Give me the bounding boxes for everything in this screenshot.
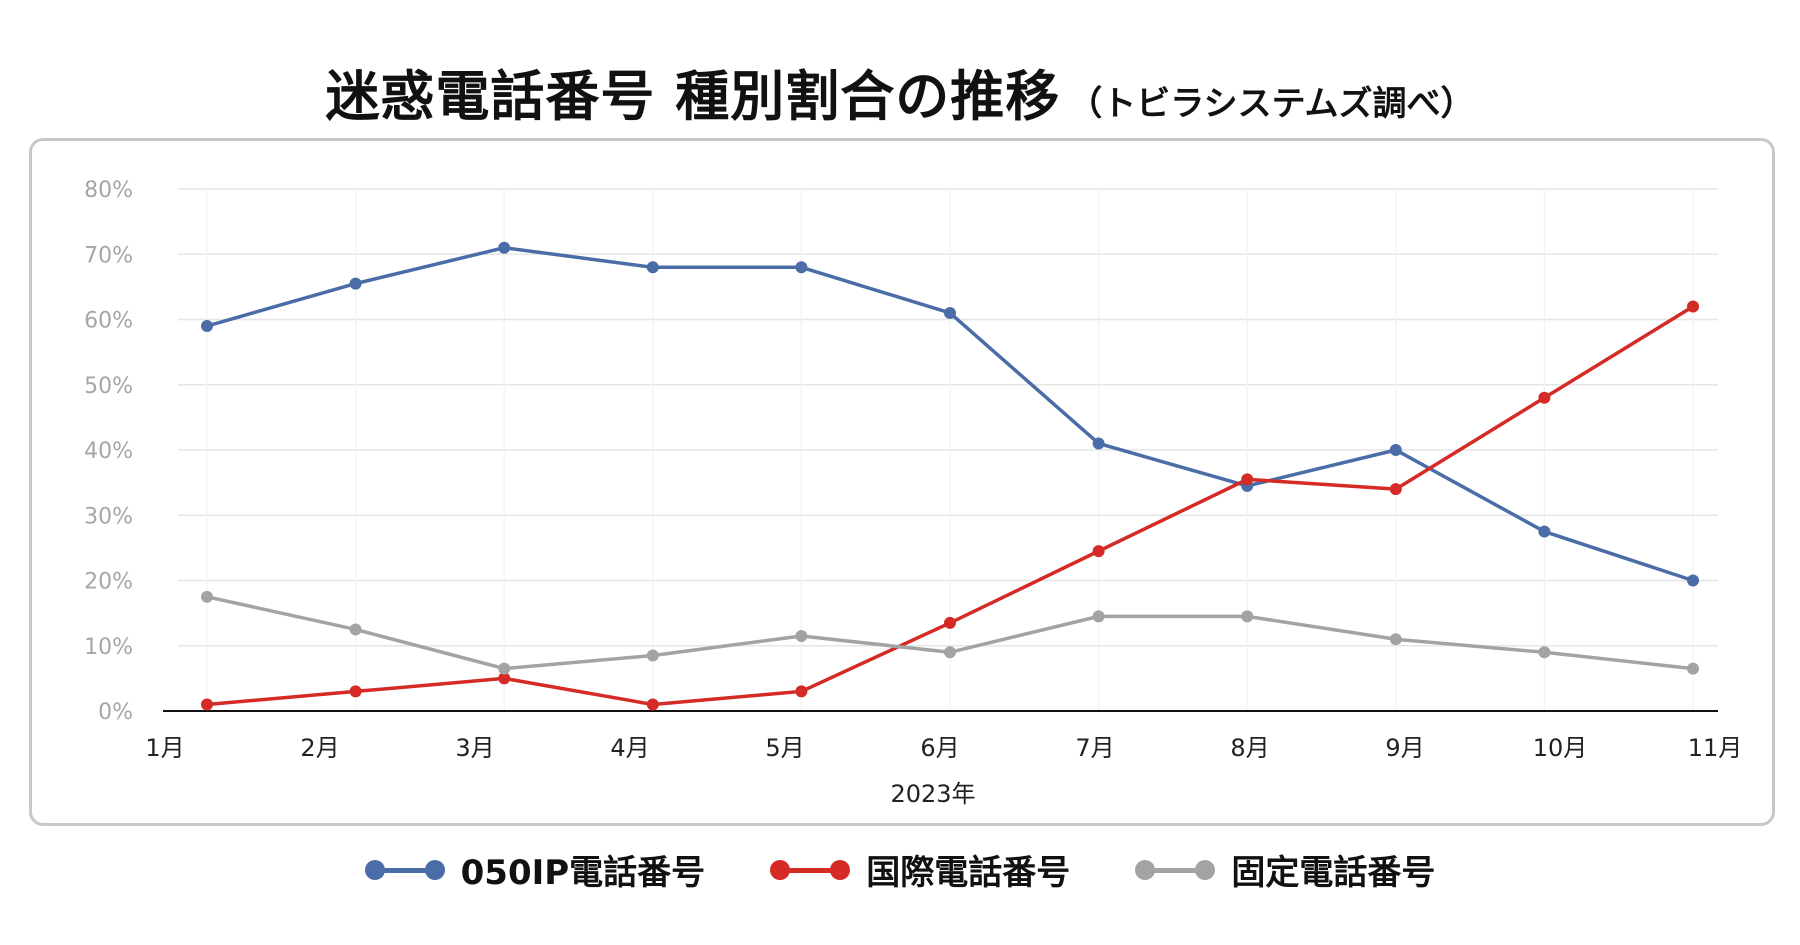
y-tick-label: 50%: [84, 374, 133, 399]
y-tick-label: 0%: [98, 700, 133, 725]
legend-item-050ip: 050IP電話番号: [364, 845, 706, 894]
legend-swatch-landline: [1135, 858, 1216, 882]
data-point: [1092, 610, 1105, 623]
data-point: [201, 320, 213, 333]
y-tick-label: 70%: [84, 243, 133, 268]
legend-marker: [1135, 859, 1156, 880]
legend-line: [370, 867, 439, 873]
data-point: [646, 261, 659, 274]
data-point: [1687, 300, 1699, 313]
data-point: [944, 616, 956, 629]
x-tick-label: 10月: [1533, 734, 1588, 762]
gridlines: [178, 188, 1718, 711]
data-point: [349, 623, 362, 636]
data-point: [1092, 545, 1105, 558]
x-tick-label: 11月: [1688, 734, 1743, 762]
legend-line: [1141, 867, 1210, 873]
data-point: [1389, 483, 1402, 496]
x-tick-label: 7月: [1075, 734, 1114, 762]
legend-marker: [830, 859, 851, 880]
data-point: [1538, 646, 1551, 659]
axes: 0% 10% 20% 30% 40% 50% 60% 70% 80% 1月 2月 3月 4月 5月 6月 7月…: [84, 178, 1742, 808]
legend-item-landline: 固定電話番号: [1135, 845, 1435, 894]
data-point: [349, 685, 362, 698]
legend-marker: [1195, 859, 1216, 880]
x-tick-label: 2月: [300, 734, 339, 762]
legend-label-international: 国際電話番号: [866, 853, 1071, 893]
data-point: [795, 685, 808, 698]
data-point: [944, 306, 956, 319]
legend-marker: [770, 859, 791, 880]
x-tick-label: 5月: [765, 734, 804, 762]
data-point: [1687, 574, 1699, 587]
chart-frame: [29, 138, 1775, 826]
data-point: [498, 662, 511, 675]
legend-marker: [424, 859, 445, 880]
y-tick-label: 60%: [84, 309, 133, 334]
legend-swatch-050ip: [364, 858, 445, 882]
data-point: [1538, 525, 1551, 538]
chart-title: 迷惑電話番号 種別割合の推移 （トビラシステムズ調べ）: [0, 52, 1800, 131]
x-tick-label: 8月: [1230, 734, 1269, 762]
data-point: [1538, 391, 1551, 404]
legend-label-050ip: 050IP電話番号: [460, 853, 706, 893]
data-point: [498, 241, 511, 254]
data-point: [1241, 473, 1254, 486]
data-point: [646, 649, 659, 662]
legend-label-landline: 固定電話番号: [1231, 853, 1436, 893]
data-point: [1389, 633, 1402, 646]
data-point: [795, 629, 808, 642]
data-point: [201, 698, 213, 711]
chart-title-sub: （トビラシステムズ調べ）: [1068, 84, 1475, 124]
data-point: [1389, 444, 1402, 456]
y-tick-label: 10%: [84, 635, 133, 660]
x-tick-label: 9月: [1385, 734, 1424, 762]
y-tick-label: 30%: [84, 504, 133, 529]
legend-marker: [364, 859, 385, 880]
data-point: [349, 277, 362, 290]
x-tick-label: 4月: [610, 734, 649, 762]
data-point: [201, 590, 213, 603]
x-tick-label: 3月: [455, 734, 494, 762]
chart-title-main: 迷惑電話番号 種別割合の推移: [325, 65, 1061, 128]
series: [201, 241, 1699, 711]
data-point: [1241, 610, 1254, 623]
legend-line: [776, 867, 845, 873]
y-tick-label: 40%: [84, 439, 133, 464]
data-point: [1687, 662, 1699, 675]
legend-swatch-international: [770, 858, 851, 882]
legend-item-international: 国際電話番号: [770, 845, 1070, 894]
y-tick-label: 80%: [84, 178, 133, 203]
data-point: [944, 646, 956, 659]
y-tick-label: 20%: [84, 570, 133, 595]
x-axis-title: 2023年: [890, 780, 975, 808]
data-point: [498, 672, 511, 685]
x-tick-label: 6月: [920, 734, 959, 762]
data-point: [646, 698, 659, 711]
data-point: [795, 261, 808, 274]
legend: 050IP電話番号 国際電話番号 固定電話番号: [0, 845, 1800, 894]
x-tick-label: 1月: [145, 734, 184, 762]
data-point: [1092, 437, 1105, 450]
